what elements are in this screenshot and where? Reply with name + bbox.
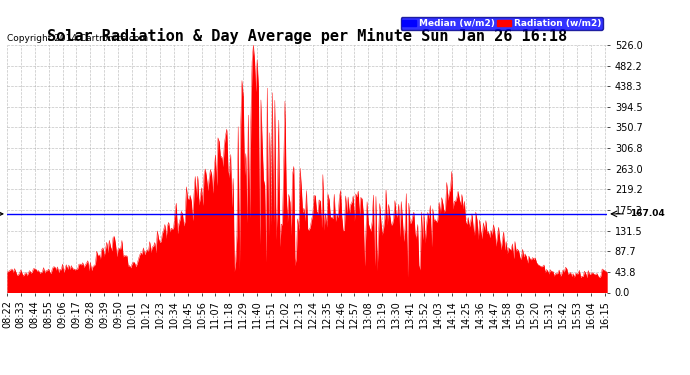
Legend: Median (w/m2), Radiation (w/m2): Median (w/m2), Radiation (w/m2) [401, 17, 602, 30]
Text: Copyright 2014 Cartronics.com: Copyright 2014 Cartronics.com [7, 33, 148, 42]
Title: Solar Radiation & Day Average per Minute Sun Jan 26 16:18: Solar Radiation & Day Average per Minute… [47, 28, 567, 44]
Text: 167.04: 167.04 [630, 209, 664, 218]
